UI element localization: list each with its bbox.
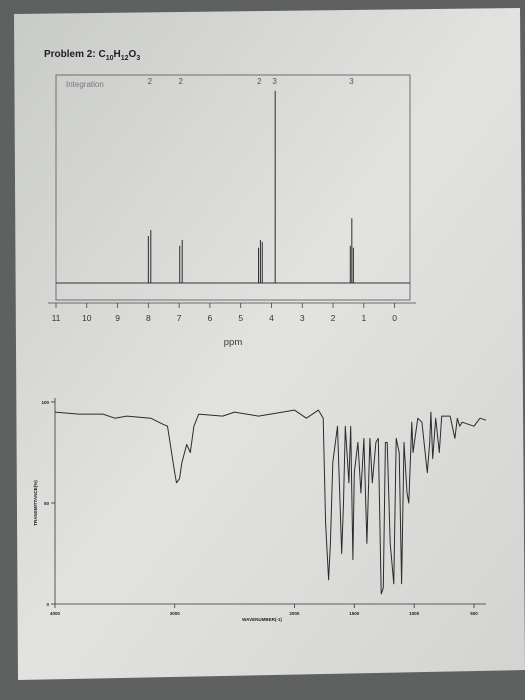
ir-x-tick-label: 2000 <box>289 611 300 616</box>
nmr-integration-label: Integration <box>66 80 104 89</box>
ir-x-tick-label: 1000 <box>409 611 420 616</box>
nmr-integration-value: 2 <box>148 77 153 86</box>
ir-x-axis-label: WAVENUMBER(-1) <box>242 617 282 622</box>
ir-x-tick-label: 500 <box>470 611 478 616</box>
nmr-x-tick-label: 0 <box>392 313 397 323</box>
nmr-integration-value: 3 <box>272 77 277 86</box>
nmr-x-tick-label: 5 <box>238 313 243 323</box>
nmr-x-tick-label: 9 <box>115 313 120 323</box>
ir-y-axis-label: TRANSMITTANCE(%) <box>33 480 38 526</box>
ir-y-tick-label: 50 <box>44 501 50 506</box>
nmr-x-tick-label: 1 <box>361 313 366 323</box>
nmr-x-tick-label: 2 <box>331 313 336 323</box>
ir-x-tick-label: 4000 <box>50 611 61 616</box>
nmr-x-tick-label: 10 <box>82 313 92 323</box>
nmr-x-tick-label: 8 <box>146 313 151 323</box>
nmr-x-tick-label: 7 <box>177 313 182 323</box>
ir-y-tick-label: 0 <box>46 602 49 607</box>
nmr-x-tick-label: 11 <box>52 313 61 323</box>
problem-title: Problem 2: C10H12O3 <box>44 49 140 62</box>
molecular-formula: C10H12O3 <box>98 49 141 62</box>
ir-x-tick-label: 1500 <box>349 611 360 616</box>
ir-series-line <box>54 409 487 595</box>
nmr-plot-frame <box>55 74 411 301</box>
nmr-x-tick-label: 6 <box>208 313 213 323</box>
ir-x-tick-label: 3000 <box>170 611 181 616</box>
problem-label: Problem 2: <box>44 49 96 60</box>
ir-y-tick-label: 100 <box>41 400 49 405</box>
nmr-integration-value: 2 <box>257 77 262 86</box>
nmr-x-tick-label: 3 <box>300 313 305 323</box>
nmr-integration-value: 2 <box>178 77 183 86</box>
nmr-x-axis-label: ppm <box>224 337 243 348</box>
nmr-x-tick-label: 4 <box>269 313 274 323</box>
nmr-integration-value: 3 <box>349 77 354 86</box>
